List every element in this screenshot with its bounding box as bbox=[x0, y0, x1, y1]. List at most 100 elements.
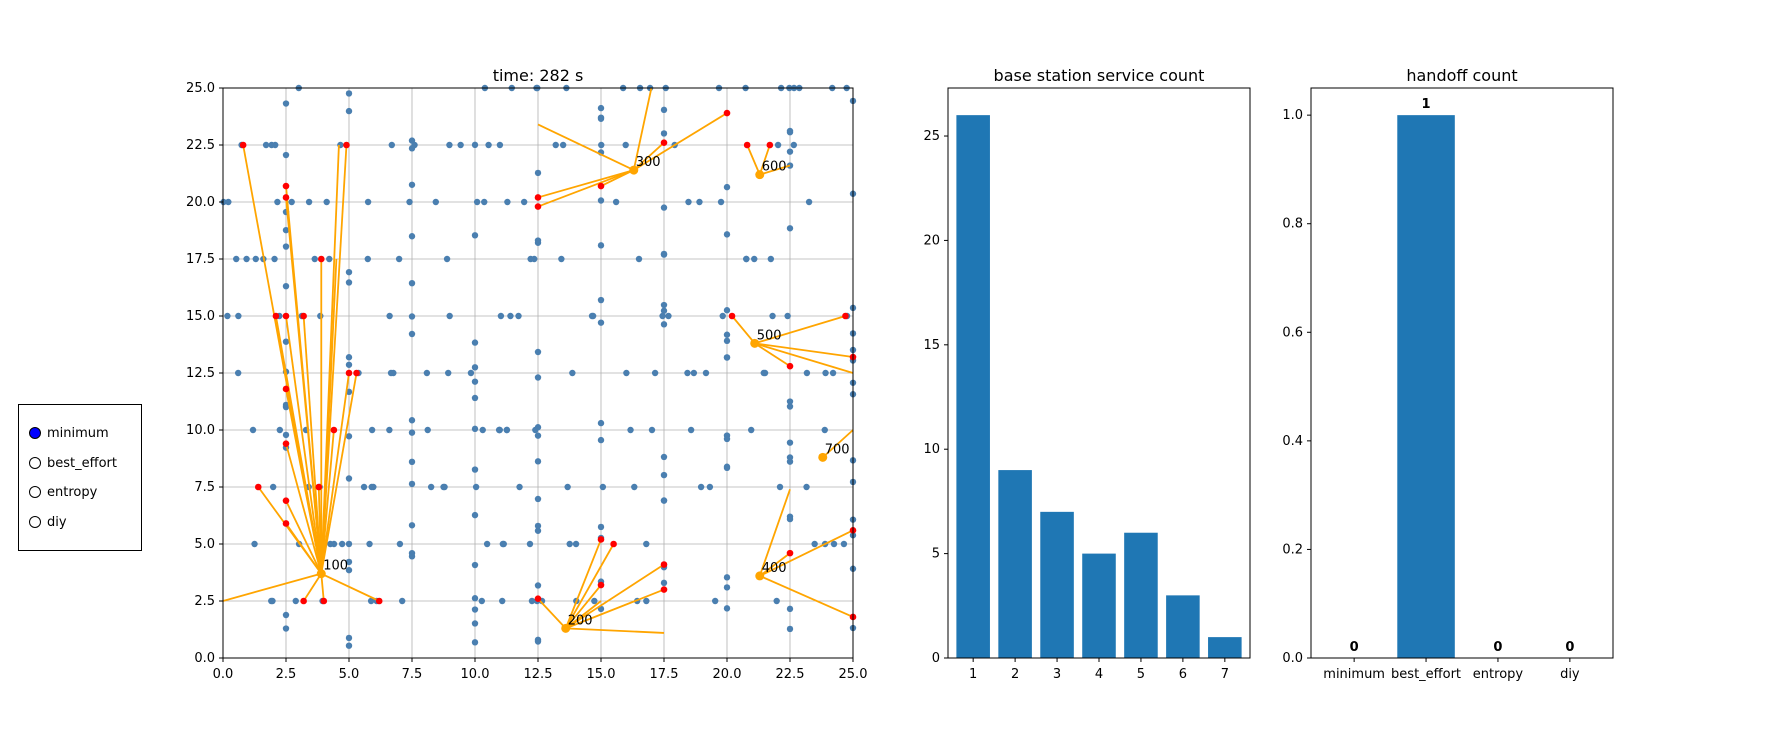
active-user-node bbox=[282, 194, 290, 201]
user-node bbox=[272, 141, 279, 149]
user-node bbox=[269, 483, 277, 491]
user-node bbox=[472, 483, 480, 491]
user-node bbox=[311, 255, 318, 263]
user-node bbox=[233, 255, 240, 263]
user-node bbox=[471, 364, 479, 371]
active-user-node bbox=[282, 182, 290, 190]
user-node bbox=[504, 198, 511, 206]
radio-circle-icon[interactable] bbox=[29, 486, 41, 498]
user-node bbox=[786, 605, 794, 613]
map-plot: 100 200 300 400 500 600 700 0.0 2.5 5.0 7.5 10.0 12.… bbox=[186, 66, 867, 682]
active-user-node bbox=[282, 312, 290, 320]
user-node bbox=[408, 480, 416, 488]
user-node bbox=[388, 141, 396, 149]
user-node bbox=[534, 348, 542, 356]
x-tick-label: 0.0 bbox=[213, 667, 234, 682]
user-node bbox=[471, 339, 479, 346]
user-node bbox=[591, 597, 598, 605]
y-tick-label: 0.6 bbox=[1282, 325, 1303, 340]
x-tick-label: 2 bbox=[1011, 667, 1019, 682]
x-tick-label: 10.0 bbox=[461, 667, 490, 682]
user-node bbox=[368, 426, 376, 434]
user-node bbox=[292, 597, 299, 605]
user-node bbox=[282, 151, 290, 159]
user-node bbox=[471, 141, 479, 149]
connection-line bbox=[285, 522, 323, 575]
x-tick-label: 17.5 bbox=[650, 667, 679, 682]
y-tick-label: 10.0 bbox=[186, 423, 215, 438]
connection-line bbox=[320, 372, 350, 574]
user-node bbox=[323, 198, 330, 206]
user-node bbox=[345, 475, 353, 482]
user-node bbox=[408, 313, 416, 320]
user-node bbox=[830, 540, 838, 548]
user-node bbox=[597, 296, 605, 304]
user-node bbox=[597, 436, 605, 444]
user-node bbox=[723, 231, 731, 238]
active-user-node bbox=[317, 255, 325, 263]
radio-option-diy[interactable]: diy bbox=[29, 512, 67, 532]
y-tick-label: 20 bbox=[923, 233, 940, 248]
user-node bbox=[534, 527, 542, 534]
user-node bbox=[345, 634, 353, 642]
user-node bbox=[396, 540, 404, 548]
chart-title: base station service count bbox=[994, 66, 1205, 85]
user-node bbox=[515, 312, 522, 320]
active-user-node bbox=[282, 385, 290, 393]
bar bbox=[1040, 511, 1074, 658]
user-node bbox=[395, 255, 403, 263]
chart-title: handoff count bbox=[1406, 66, 1517, 85]
bar bbox=[1082, 553, 1116, 658]
x-tick-label: minimum bbox=[1323, 667, 1385, 682]
y-tick-label: 0.4 bbox=[1282, 434, 1303, 449]
radio-circle-icon[interactable] bbox=[29, 427, 41, 439]
user-node bbox=[338, 540, 346, 548]
y-tick-label: 0.0 bbox=[194, 651, 215, 666]
active-user-node bbox=[282, 497, 290, 504]
active-user-node bbox=[597, 581, 605, 589]
connection-line bbox=[222, 572, 322, 602]
user-node bbox=[408, 137, 416, 144]
user-node bbox=[471, 620, 479, 627]
x-tick-label: 7.5 bbox=[402, 667, 423, 682]
user-node bbox=[220, 198, 227, 206]
user-node bbox=[398, 597, 406, 605]
base-station-label: 200 bbox=[568, 613, 593, 628]
base-station-marker bbox=[755, 170, 765, 180]
user-node bbox=[408, 522, 416, 529]
user-node bbox=[597, 115, 605, 122]
user-node bbox=[282, 226, 290, 234]
radio-option-minimum[interactable]: minimum bbox=[29, 423, 109, 443]
radio-option-entropy[interactable]: entropy bbox=[29, 482, 97, 502]
radio-circle-icon[interactable] bbox=[29, 457, 41, 469]
user-node bbox=[660, 106, 668, 114]
user-node bbox=[386, 426, 393, 434]
user-node bbox=[684, 369, 691, 377]
bar bbox=[998, 470, 1032, 658]
user-node bbox=[786, 398, 794, 405]
user-node bbox=[424, 426, 431, 434]
base-station-marker bbox=[629, 165, 639, 175]
user-node bbox=[408, 417, 416, 424]
data-label: 0 bbox=[1350, 640, 1359, 655]
connection-line bbox=[822, 429, 854, 459]
connection-line bbox=[302, 315, 323, 574]
radio-option-best-effort[interactable]: best_effort bbox=[29, 453, 117, 473]
connection-line bbox=[320, 429, 335, 574]
connection-line bbox=[600, 169, 635, 187]
active-user-node bbox=[842, 312, 849, 320]
user-node bbox=[252, 255, 259, 263]
active-user-node bbox=[534, 203, 542, 210]
user-node bbox=[345, 540, 353, 548]
user-node bbox=[345, 90, 353, 97]
service-count-plot: 1 2 3 4 5 6 7 0 5 10 15 20 25 base station service co… bbox=[923, 66, 1251, 682]
x-tick-label: 6 bbox=[1179, 667, 1187, 682]
user-node bbox=[599, 483, 607, 491]
user-node bbox=[786, 403, 794, 410]
user-node bbox=[282, 100, 290, 107]
user-node bbox=[803, 369, 811, 377]
radio-circle-icon[interactable] bbox=[29, 516, 41, 528]
user-node bbox=[276, 426, 284, 434]
x-tick-label: entropy bbox=[1473, 667, 1524, 682]
user-node bbox=[612, 198, 620, 206]
